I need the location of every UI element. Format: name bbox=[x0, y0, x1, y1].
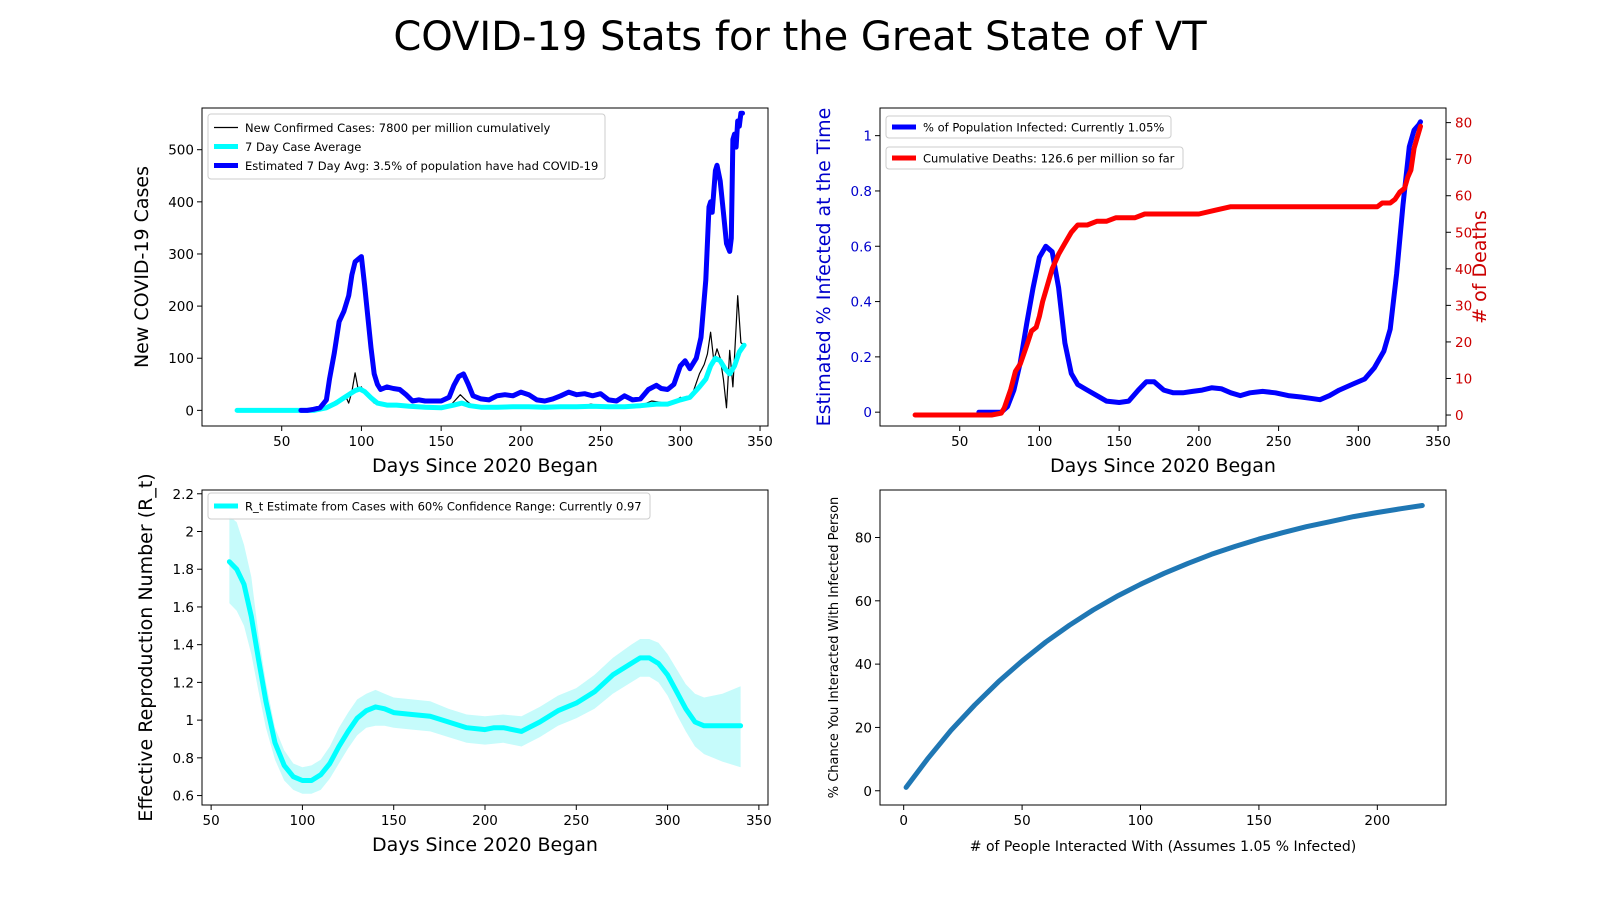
panels: 50 100 150 200 250 300 3500100200300400500Days… bbox=[131, 107, 1491, 856]
series-line-chance-0 bbox=[903, 503, 1425, 790]
legend-entry: 7 Day Case Average bbox=[245, 140, 361, 154]
y-tick-label: 0.8 bbox=[173, 751, 194, 767]
y-tick-label: 500 bbox=[168, 143, 194, 159]
y-right-axis-label: # of Deaths bbox=[1469, 210, 1491, 324]
series-line-cases-1 bbox=[234, 342, 747, 413]
x-tick-label: 300 bbox=[655, 813, 681, 829]
y-right-tick-label: 80 bbox=[1455, 116, 1472, 132]
x-tick-label: 350 bbox=[747, 434, 773, 450]
y-axis-label: New COVID-19 Cases bbox=[131, 166, 153, 368]
x-tick-label: 300 bbox=[667, 434, 693, 450]
y-tick-label: 60 bbox=[855, 594, 872, 610]
y-right-tick-label: 0 bbox=[1455, 408, 1464, 424]
x-tick-label: 150 bbox=[428, 434, 454, 450]
x-tick-label: 100 bbox=[290, 813, 316, 829]
x-tick-label: 250 bbox=[563, 813, 589, 829]
x-axis-label: Days Since 2020 Began bbox=[372, 834, 598, 856]
y-axis-label: Estimated % Infected at the Time bbox=[813, 108, 835, 427]
x-tick-label: 50 bbox=[203, 813, 220, 829]
y-tick-label: 1 bbox=[863, 129, 872, 145]
rt-confidence-band bbox=[229, 516, 741, 794]
x-tick-label: 300 bbox=[1345, 434, 1371, 450]
legend-entry: Estimated 7 Day Avg: 3.5% of population … bbox=[245, 159, 598, 173]
x-tick-label: 100 bbox=[1027, 434, 1053, 450]
x-tick-label: 50 bbox=[1013, 813, 1030, 829]
series-line-infected_deaths-1 bbox=[912, 123, 1423, 418]
y-axis-label: % Chance You Interacted With Infected Pe… bbox=[827, 497, 842, 799]
x-tick-label: 150 bbox=[1246, 813, 1272, 829]
y-tick-label: 0 bbox=[185, 403, 194, 419]
chart-chance: 0 50 100 150 200 0 20 40 60 80 # of People Interac… bbox=[827, 489, 1447, 855]
x-tick-label: 100 bbox=[1128, 813, 1154, 829]
x-tick-label: 350 bbox=[1425, 434, 1451, 450]
x-tick-label: 50 bbox=[951, 434, 968, 450]
x-tick-label: 250 bbox=[1266, 434, 1292, 450]
y-tick-label: 20 bbox=[855, 720, 872, 736]
x-axis-label: Days Since 2020 Began bbox=[1050, 455, 1276, 477]
legend-box bbox=[207, 113, 606, 180]
x-tick-label: 150 bbox=[381, 813, 407, 829]
x-tick-label: 250 bbox=[588, 434, 614, 450]
figure-title: COVID-19 Stats for the Great State of VT bbox=[393, 14, 1207, 60]
legend-box bbox=[207, 492, 651, 520]
y-right-tick-label: 20 bbox=[1455, 335, 1472, 351]
series-line-cases-2 bbox=[298, 110, 745, 413]
chart-infected_deaths: 50 100 150 200 250 300 35000.20.40.60.81010203… bbox=[813, 107, 1491, 477]
chart-rt: 50 100 150 200 250 300 350 0.6 0.8 1 1.2 1.4 1.6 1.8 2… bbox=[135, 473, 772, 856]
y-tick-label: 1.8 bbox=[173, 562, 194, 578]
y-tick-label: 0.2 bbox=[851, 350, 872, 366]
legend-box bbox=[885, 146, 1184, 170]
chart-cases: 50 100 150 200 250 300 350 0 100 200 300 400 500 Days… bbox=[131, 107, 773, 477]
x-tick-label: 200 bbox=[1186, 434, 1212, 450]
y-tick-label: 300 bbox=[168, 247, 194, 263]
y-tick-label: 0.6 bbox=[851, 239, 872, 255]
y-tick-label: 1 bbox=[185, 713, 194, 729]
y-right-tick-label: 70 bbox=[1455, 152, 1472, 168]
y-tick-label: 0.4 bbox=[851, 295, 872, 311]
x-tick-label: 150 bbox=[1106, 434, 1132, 450]
x-tick-label: 100 bbox=[349, 434, 375, 450]
legend-entry: R_t Estimate from Cases with 60% Confide… bbox=[245, 500, 642, 514]
y-right-tick-label: 30 bbox=[1455, 298, 1472, 314]
y-tick-label: 1.6 bbox=[173, 600, 194, 616]
legend-entry: Cumulative Deaths: 126.6 per million so … bbox=[923, 152, 1175, 166]
y-tick-label: 1.4 bbox=[173, 638, 194, 654]
y-tick-label: 200 bbox=[168, 299, 194, 315]
y-right-tick-label: 10 bbox=[1455, 371, 1472, 387]
x-tick-label: 200 bbox=[1364, 813, 1390, 829]
x-axis-label: Days Since 2020 Began bbox=[372, 455, 598, 477]
y-axis-label: Effective Reproduction Number (R_t) bbox=[135, 473, 157, 821]
plot-frame bbox=[201, 107, 769, 427]
y-right-tick-label: 60 bbox=[1455, 189, 1472, 205]
x-tick-label: 200 bbox=[472, 813, 498, 829]
legend-box bbox=[885, 115, 1172, 139]
legend-entry: New Confirmed Cases: 7800 per million cu… bbox=[245, 121, 551, 135]
y-right-tick-label: 50 bbox=[1455, 225, 1472, 241]
y-tick-label: 100 bbox=[168, 351, 194, 367]
x-tick-label: 0 bbox=[899, 813, 908, 829]
y-tick-label: 40 bbox=[855, 657, 872, 673]
y-right-tick-label: 40 bbox=[1455, 262, 1472, 278]
y-tick-label: 0.6 bbox=[173, 789, 194, 805]
y-tick-label: 80 bbox=[855, 530, 872, 546]
y-tick-label: 0 bbox=[863, 405, 872, 421]
x-axis-label: # of People Interacted With (Assumes 1.0… bbox=[970, 839, 1356, 855]
x-tick-label: 50 bbox=[273, 434, 290, 450]
series-line-rt-0 bbox=[226, 559, 744, 783]
series-line-cases-0 bbox=[236, 295, 745, 411]
x-tick-label: 350 bbox=[746, 813, 772, 829]
x-tick-label: 200 bbox=[508, 434, 534, 450]
y-tick-label: 0.8 bbox=[851, 184, 872, 200]
y-tick-label: 2.2 bbox=[173, 487, 194, 503]
y-tick-label: 400 bbox=[168, 195, 194, 211]
plot-frame bbox=[879, 489, 1447, 806]
series-line-infected_deaths-0 bbox=[976, 119, 1423, 415]
y-tick-label: 2 bbox=[185, 524, 194, 540]
y-tick-label: 1.2 bbox=[173, 675, 194, 691]
legend-entry: % of Population Infected: Currently 1.05… bbox=[923, 121, 1164, 135]
plot-frame bbox=[879, 107, 1447, 427]
y-tick-label: 0 bbox=[863, 784, 872, 800]
